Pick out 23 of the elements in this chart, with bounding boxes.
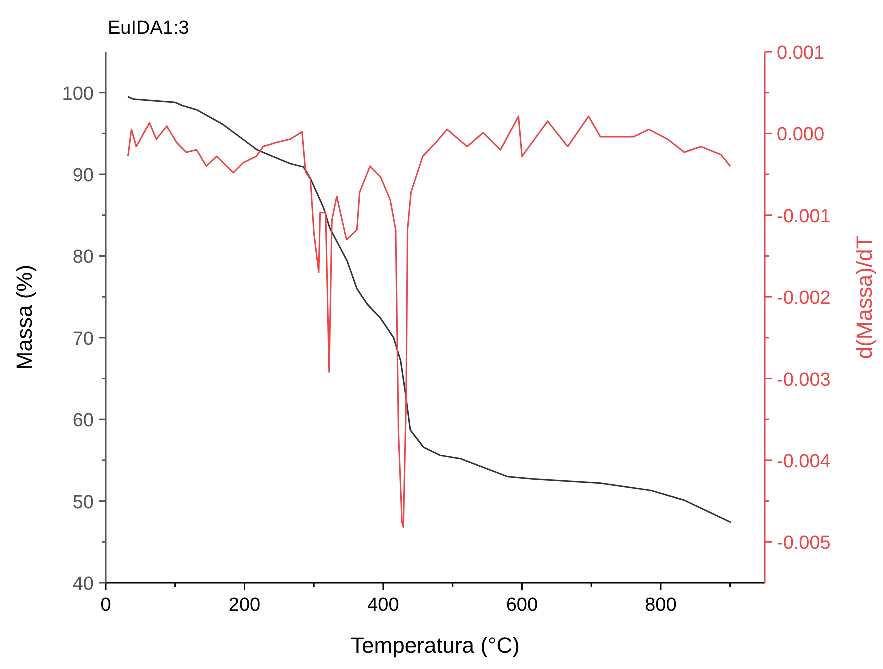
y-tick-label: 70 (72, 328, 94, 350)
y2-tick-label: -0.002 (777, 288, 831, 310)
y-tick-label: 80 (72, 247, 94, 268)
x-tick-label: 0 (100, 595, 112, 616)
y2-tick-label: -0.001 (777, 206, 831, 228)
x-axis-title: Temperatura (°C) (351, 633, 520, 658)
y2-tick-label: -0.004 (777, 451, 832, 472)
chart-title: EuIDA1:3 (108, 18, 190, 39)
y2-tick-label: -0.003 (777, 370, 831, 391)
y-tick-label: 90 (72, 166, 94, 187)
y-tick-label: 100 (62, 84, 94, 105)
y-axis-title: Massa (%) (12, 264, 37, 370)
y-tick-label: 60 (72, 410, 94, 432)
x-tick-label: 800 (645, 595, 677, 616)
x-tick-label: 600 (506, 595, 538, 616)
x-tick-label: 200 (228, 595, 261, 616)
y2-tick-label: -0.005 (777, 533, 831, 554)
x-tick-label: 400 (368, 595, 400, 616)
y2-tick-label: 0.000 (777, 124, 825, 146)
y-tick-label: 50 (72, 492, 94, 514)
y2-axis-title: d(Massa)/dT (852, 236, 877, 360)
y-tick-label: 40 (72, 574, 94, 595)
y2-tick-label: 0.001 (777, 43, 825, 64)
